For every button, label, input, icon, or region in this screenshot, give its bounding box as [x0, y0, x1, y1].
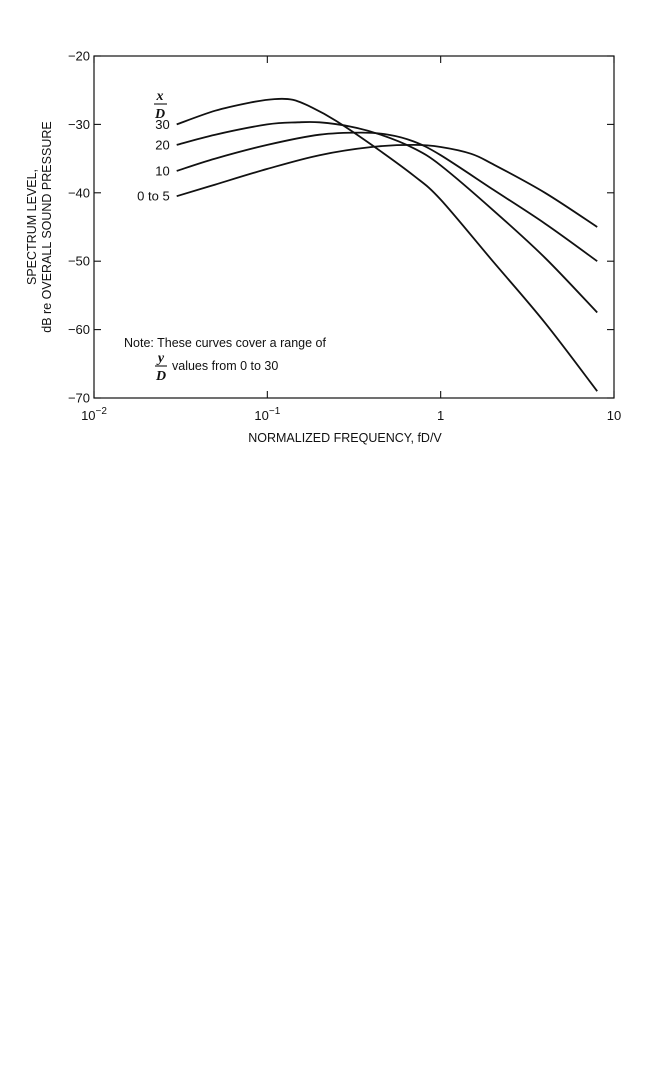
- y-axis-title-line2: dB re OVERALL SOUND PRESSURE: [40, 121, 54, 332]
- y-tick-label: −30: [68, 117, 90, 132]
- curve-label: 0 to 5: [137, 189, 170, 204]
- note-fraction-numerator: y: [156, 351, 165, 366]
- note-fraction-denominator: D: [155, 369, 166, 384]
- x-tick-label: 10−2: [81, 406, 107, 423]
- y-axis: −20 −30 −40 −50 −60 −70: [68, 49, 614, 406]
- x-tick-label: 10−1: [254, 406, 280, 423]
- curve-label: 30: [155, 117, 169, 132]
- curve-10: [176, 131, 598, 262]
- curve-label: 20: [155, 137, 169, 152]
- y-axis-title-line1: SPECTRUM LEVEL,: [25, 169, 39, 285]
- curve-0-to-5: [176, 143, 598, 228]
- curves: [176, 97, 598, 392]
- legend-header-denominator: D: [154, 107, 165, 122]
- curve-30: [176, 97, 598, 392]
- x-tick-label: 10: [607, 408, 621, 423]
- curve-label: 10: [155, 163, 169, 178]
- x-axis-title: NORMALIZED FREQUENCY, fD/V: [248, 431, 442, 445]
- note-line2: values from 0 to 30: [172, 359, 278, 373]
- y-tick-label: −50: [68, 254, 90, 269]
- y-tick-label: −20: [68, 49, 90, 64]
- curve-20: [176, 121, 598, 314]
- curve-labels: 30 20 10 0 to 5: [137, 117, 170, 204]
- x-tick-label: 1: [437, 408, 444, 423]
- y-tick-label: −70: [68, 391, 90, 406]
- y-tick-label: −60: [68, 322, 90, 337]
- plot-frame: [93, 55, 615, 399]
- chart: 10−2 10−1 1 10 −20 −30 −40 −50 −60 −70 30 20 10 0 t…: [25, 49, 621, 446]
- note-line1: Note: These curves cover a range of: [124, 336, 326, 350]
- legend-header-numerator: x: [156, 89, 164, 104]
- y-tick-label: −40: [68, 185, 90, 200]
